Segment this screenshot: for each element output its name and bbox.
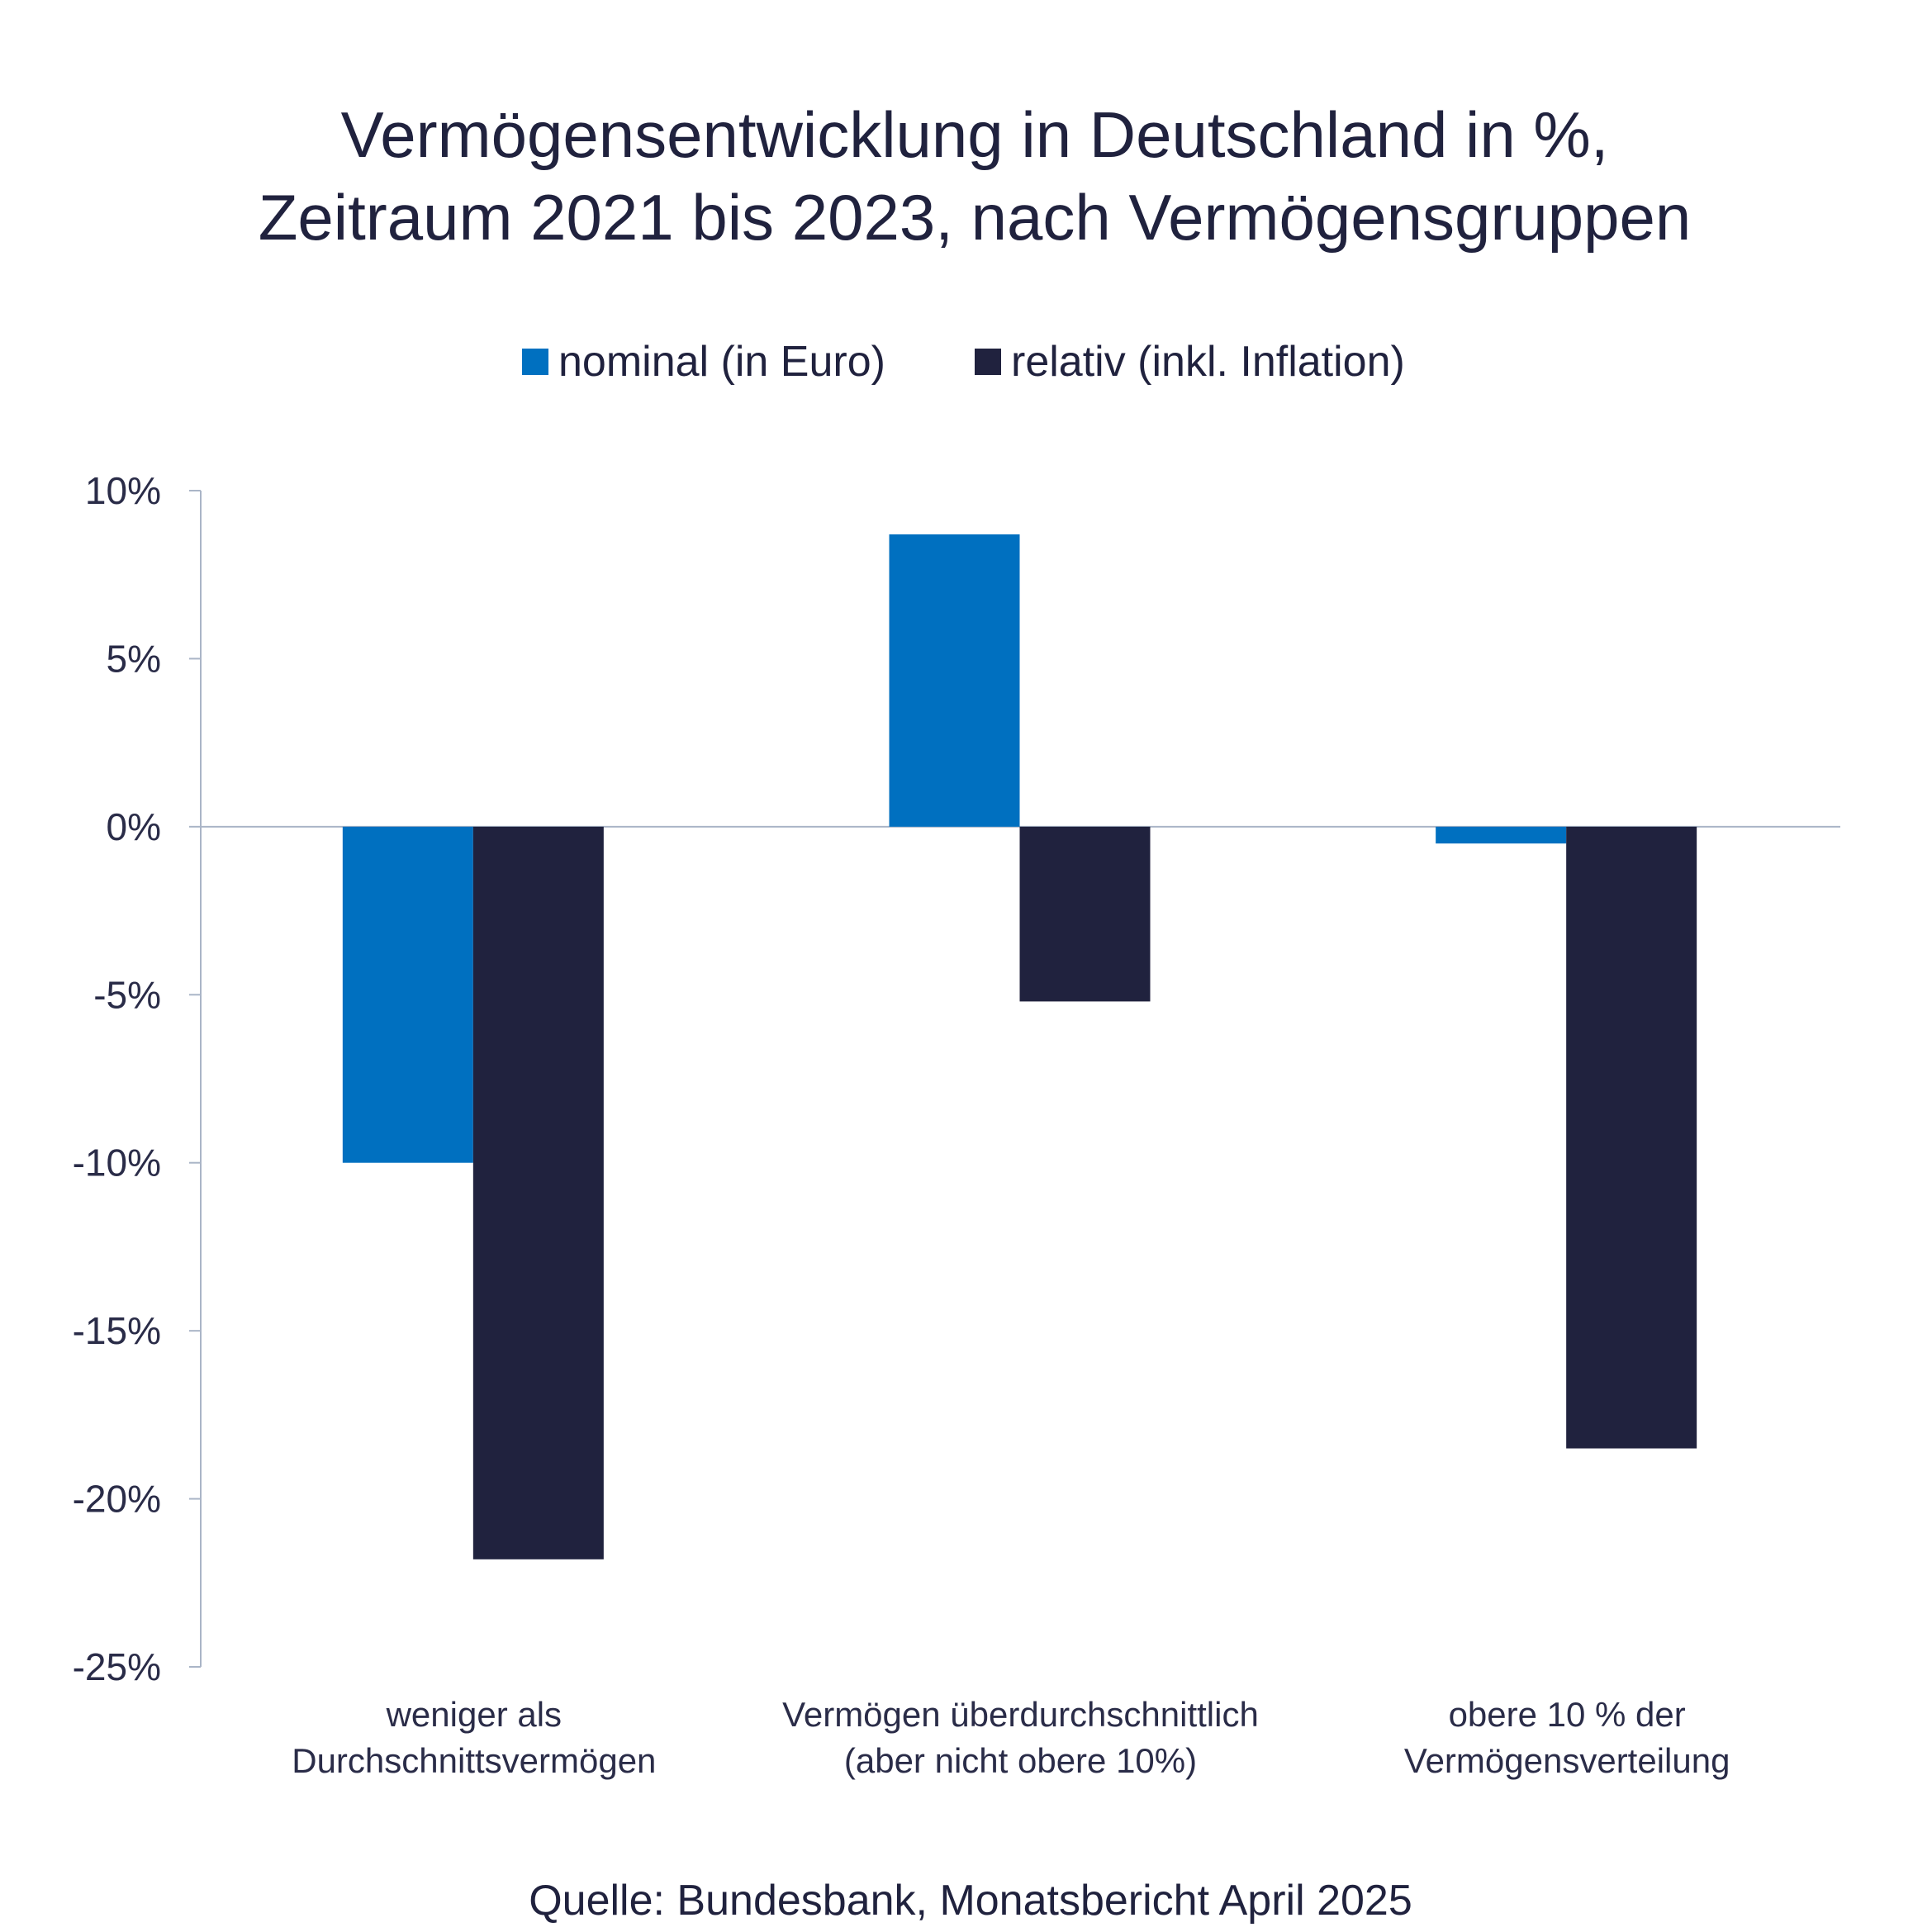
legend: nominal (in Euro) relativ (inkl. Inflati… <box>522 338 1405 386</box>
bar-nominal-2 <box>1436 826 1567 844</box>
legend-swatch-relativ <box>975 349 1001 375</box>
bar-relativ-0 <box>472 826 604 1559</box>
y-tick-label: -20% <box>73 1478 161 1521</box>
y-tick-label: 0% <box>107 805 161 848</box>
category-label: Vermögensverteilung <box>1404 1741 1730 1780</box>
legend-swatch-nominal <box>522 349 548 375</box>
source-note: Quelle: Bundesbank, Monatsbericht April … <box>529 1877 1412 1925</box>
bar-nominal-0 <box>342 826 473 1163</box>
y-tick-label: -5% <box>93 973 161 1016</box>
category-label: weniger als <box>386 1695 562 1734</box>
category-label: (aber nicht obere 10%) <box>844 1741 1197 1780</box>
chart-title-line-2: Zeitraum 2021 bis 2023, nach Vermögensgr… <box>259 181 1691 254</box>
x-axis-labels: weniger als Durchschnittsvermögen Vermögen… <box>292 1695 1730 1780</box>
y-tick-label: -10% <box>73 1142 161 1184</box>
y-tick-label: 5% <box>107 637 161 680</box>
y-tick-label: 10% <box>85 469 161 512</box>
bar-relativ-1 <box>1019 826 1151 1002</box>
category-label: Durchschnittsvermögen <box>292 1741 656 1780</box>
legend-label-nominal: nominal (in Euro) <box>558 338 885 386</box>
bar-relativ-2 <box>1566 826 1697 1449</box>
bar-nominal-1 <box>889 534 1020 827</box>
y-tick-label: -15% <box>73 1309 161 1352</box>
category-label: obere 10 % der <box>1449 1695 1686 1734</box>
chart-title-line-1: Vermögensentwicklung in Deutschland in %… <box>341 98 1609 171</box>
legend-label-relativ: relativ (inkl. Inflation) <box>1011 338 1405 386</box>
bars <box>342 534 1697 1559</box>
y-tick-label: -25% <box>73 1645 161 1688</box>
category-label: Vermögen überdurchschnittlich <box>782 1695 1259 1734</box>
